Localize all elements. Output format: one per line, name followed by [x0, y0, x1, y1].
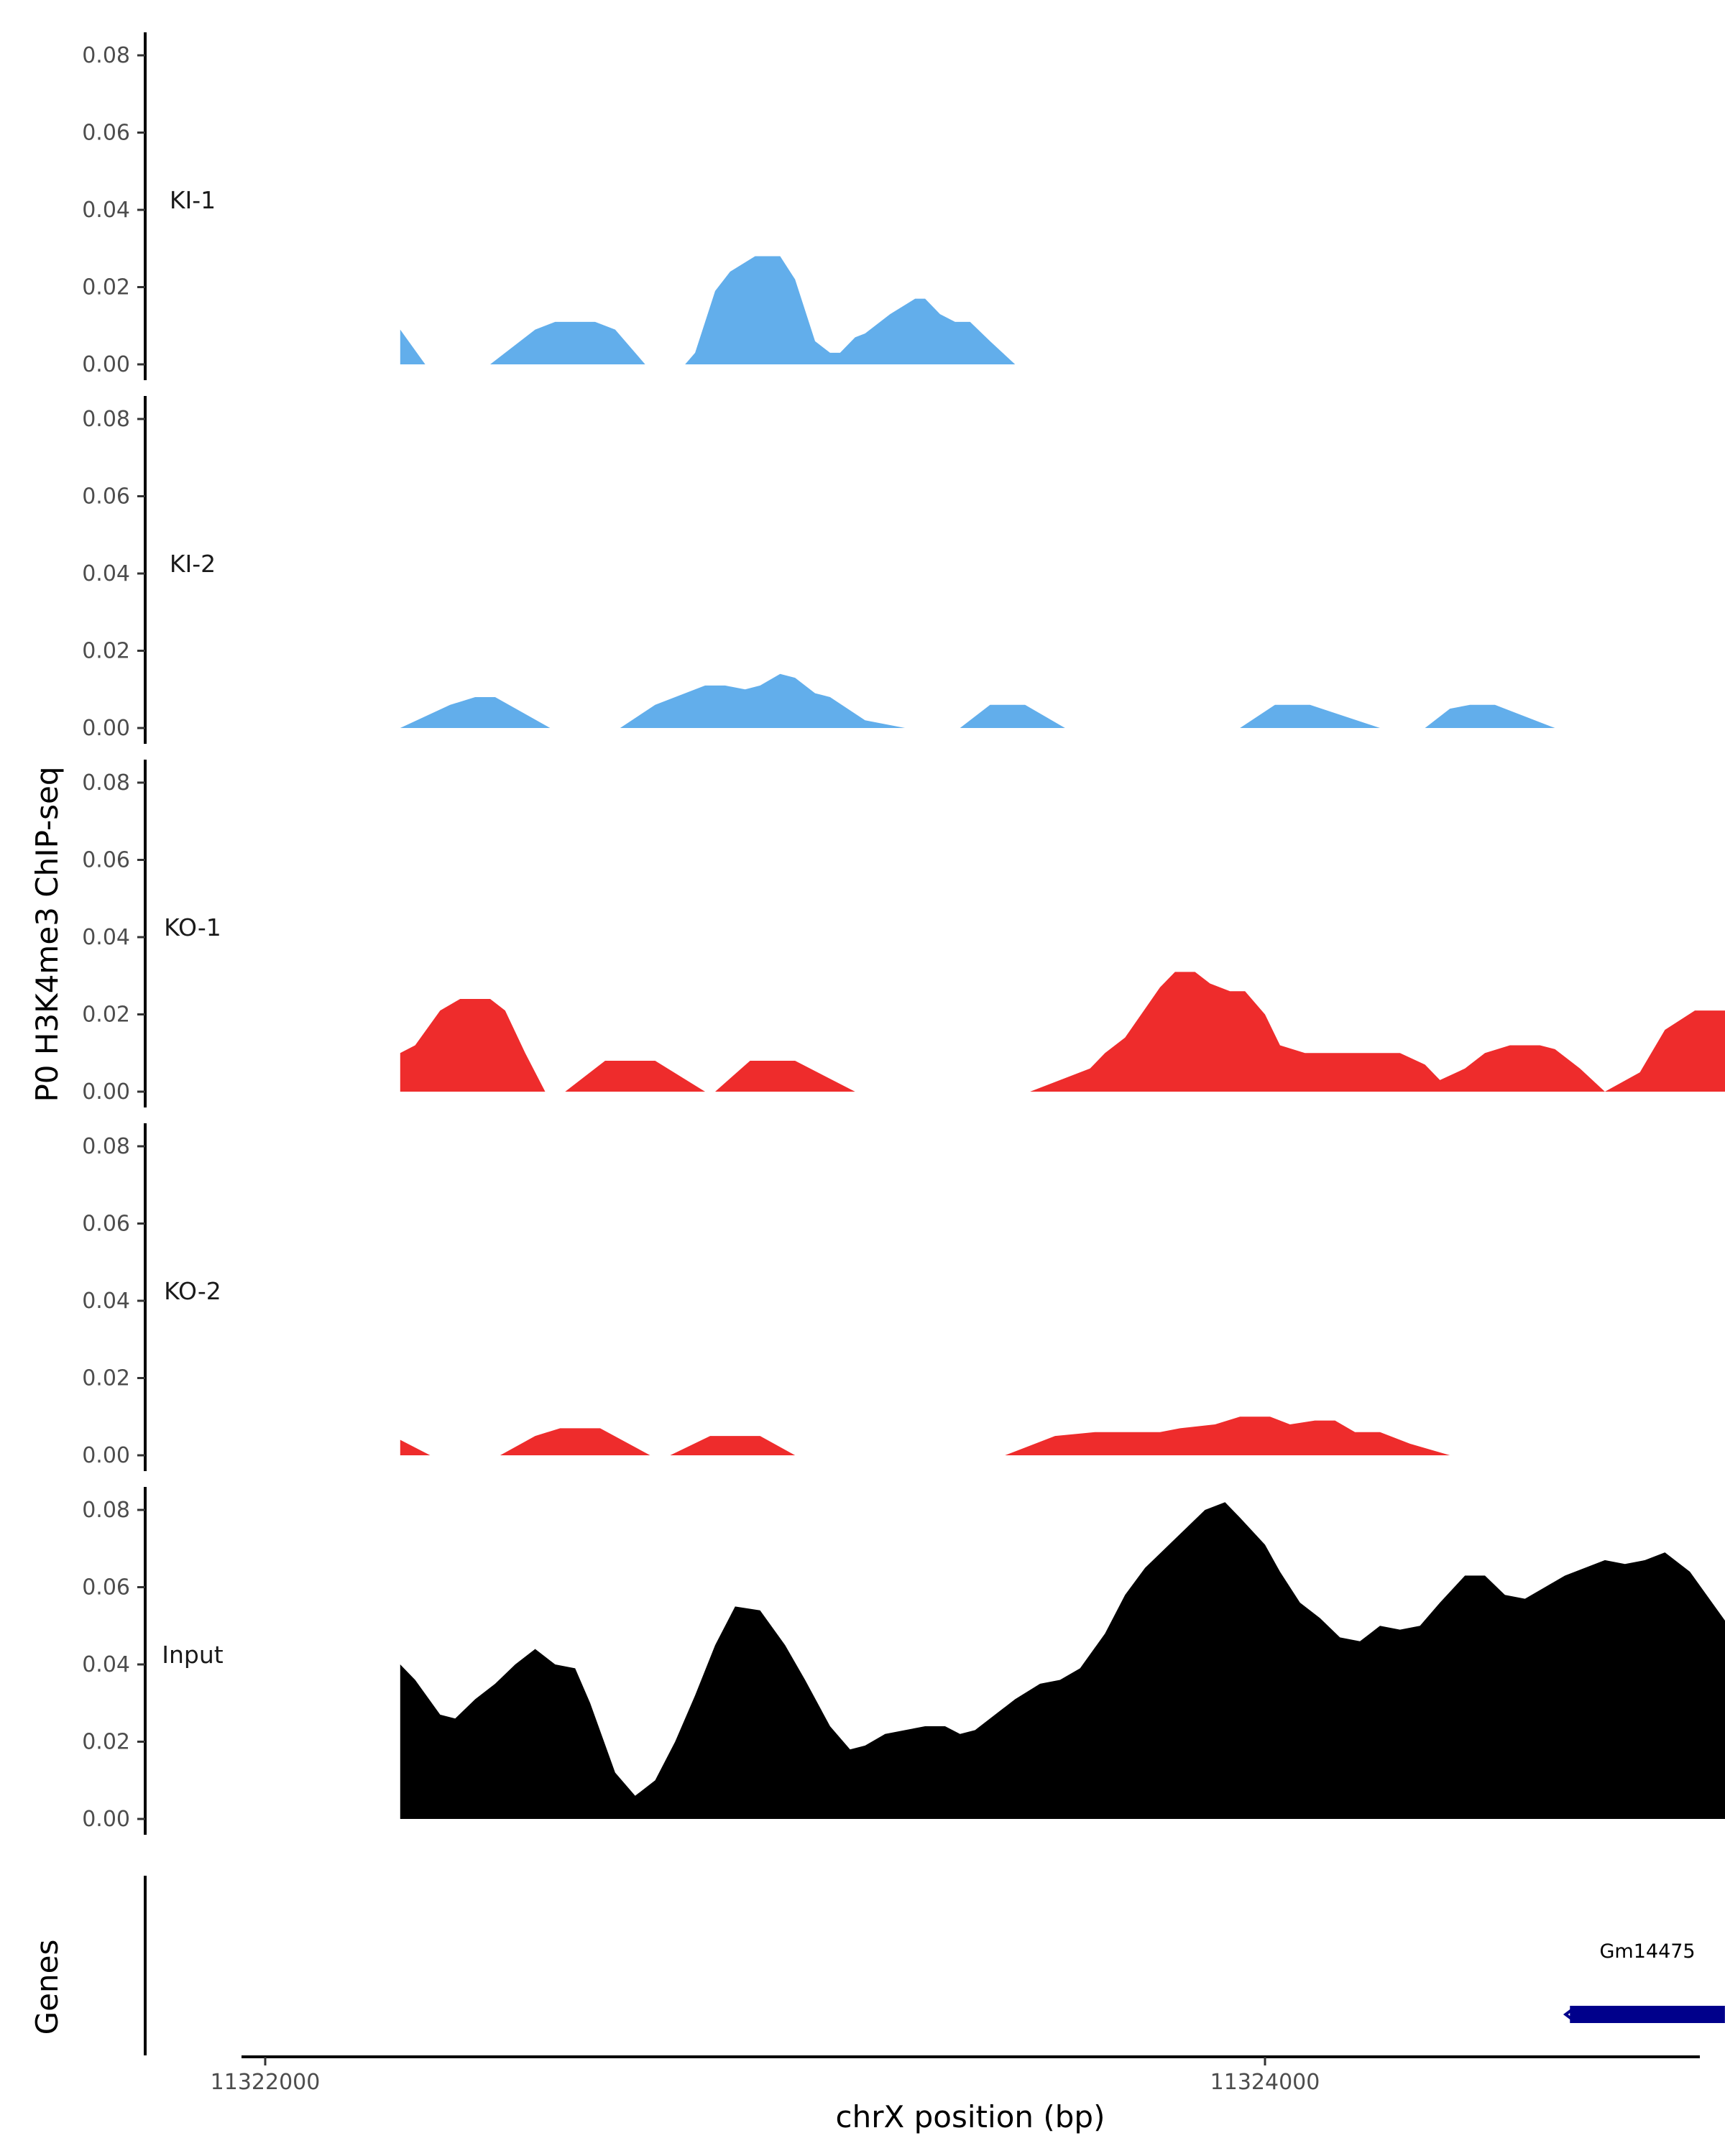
signal-area-ko-2: [500, 1428, 650, 1455]
track-panel-input: 0.00 0.02 0.04 0.06 0.08 Input: [82, 1487, 1725, 1835]
signal-area-ki-2: [1425, 704, 1555, 728]
y-tick-label: 0.08: [82, 770, 130, 796]
y-tick-label: 0.00: [82, 716, 130, 741]
y-tick-label: 0.04: [82, 198, 130, 223]
track-panel-ko-1: 0.00 0.02 0.04 0.06 0.08 KO-1: [82, 760, 1725, 1107]
signal-area-ko-1: [400, 999, 546, 1092]
y-tick-label: 0.00: [82, 1807, 130, 1832]
gene-label: Gm14475: [1599, 1940, 1695, 1963]
signal-area-ko-1: [715, 1061, 855, 1092]
y-tick-label: 0.04: [82, 1289, 130, 1314]
signal-area-ko-2: [670, 1436, 796, 1455]
track-label: KI-1: [170, 186, 216, 214]
signal-area-ko-1: [1030, 972, 1605, 1092]
y-tick-label: 0.02: [82, 1730, 130, 1755]
y-tick-label: 0.06: [82, 848, 130, 873]
signal-area-ko-2: [1005, 1416, 1450, 1455]
track-label: KO-2: [164, 1277, 221, 1305]
signal-area-ki-2: [400, 697, 551, 728]
y-tick-label: 0.02: [82, 639, 130, 664]
y-tick-label: 0.06: [82, 121, 130, 146]
gene-body: [1570, 2006, 1725, 2023]
y-tick-label: 0.04: [82, 1652, 130, 1677]
signal-area-ki-2: [620, 673, 906, 728]
track-label: KI-2: [170, 550, 216, 578]
signal-area-ki-2: [1240, 704, 1380, 728]
y-tick-label: 0.04: [82, 561, 130, 586]
x-axis: 113220001132400011326000 chrX position (…: [211, 2055, 1700, 2134]
y-axis-title: P0 H3K4me3 ChIP-seq: [29, 766, 65, 1102]
x-axis-title: chrX position (bp): [836, 2099, 1105, 2134]
signal-tracks: 0.00 0.02 0.04 0.06 0.08 KI-1 0.00 0.02 0.04 0.06…: [82, 32, 1725, 1835]
y-tick-label: 0.00: [82, 1079, 130, 1105]
signal-area-ko-1: [565, 1061, 705, 1092]
signal-area-ki-1: [400, 329, 426, 364]
y-tick-label: 0.00: [82, 1443, 130, 1468]
track-label: Input: [162, 1641, 224, 1669]
y-tick-label: 0.04: [82, 925, 130, 950]
track-panel-ki-1: 0.00 0.02 0.04 0.06 0.08 KI-1: [82, 32, 1016, 380]
track-label: KO-1: [164, 913, 221, 941]
x-tick-label: 11324000: [1210, 2070, 1320, 2095]
y-tick-label: 0.08: [82, 1498, 130, 1523]
y-tick-label: 0.08: [82, 1134, 130, 1159]
y-tick-label: 0.06: [82, 1575, 130, 1600]
y-tick-label: 0.00: [82, 352, 130, 377]
y-tick-label: 0.06: [82, 1212, 130, 1237]
y-tick-label: 0.06: [82, 484, 130, 510]
signal-area-ki-2: [960, 704, 1065, 728]
x-tick-label: 11322000: [211, 2070, 321, 2095]
signal-area-input: [400, 1502, 1725, 1819]
signal-area-ki-1: [490, 321, 645, 364]
y-tick-label: 0.08: [82, 407, 130, 432]
y-tick-label: 0.02: [82, 1366, 130, 1391]
signal-area-ki-1: [685, 256, 1016, 364]
signal-area-ko-1: [1604, 1010, 1725, 1092]
gene-strand-arrow: [1563, 2007, 1576, 2022]
signal-area-ko-2: [400, 1439, 431, 1455]
y-tick-label: 0.08: [82, 43, 130, 68]
track-panel-ki-2: 0.00 0.02 0.04 0.06 0.08 KI-2: [82, 396, 1555, 744]
gene-panel: Genes Gm14475: [29, 1876, 1725, 2055]
genes-axis-title: Genes: [29, 1940, 65, 2035]
y-tick-label: 0.02: [82, 275, 130, 300]
y-tick-label: 0.02: [82, 1003, 130, 1028]
track-panel-ko-2: 0.00 0.02 0.04 0.06 0.08 KO-2: [82, 1123, 1450, 1471]
